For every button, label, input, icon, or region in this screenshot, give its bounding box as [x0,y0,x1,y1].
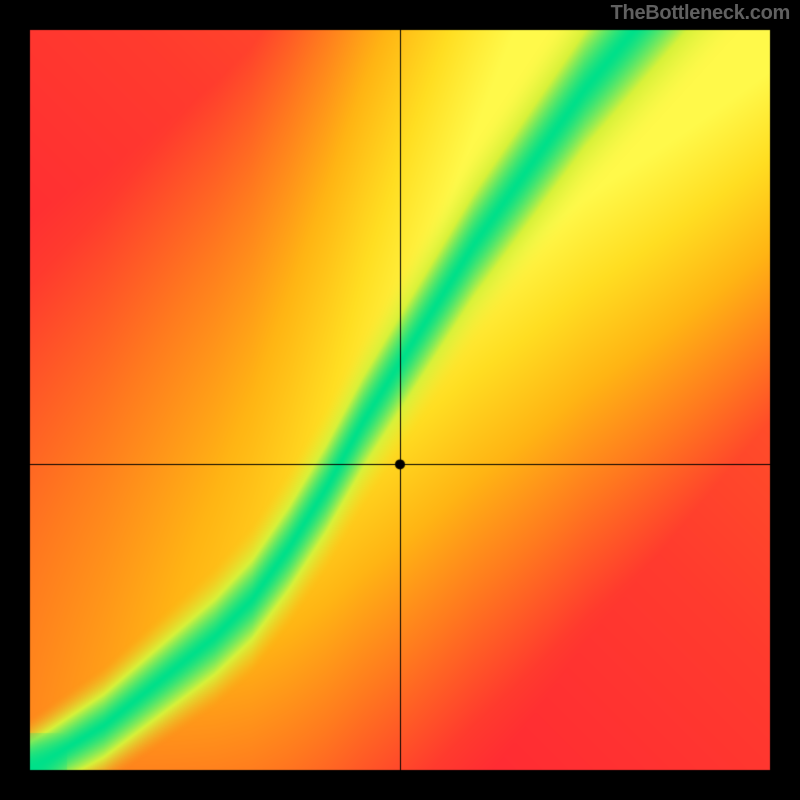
bottleneck-heatmap [0,0,800,800]
chart-container: TheBottleneck.com [0,0,800,800]
watermark-text: TheBottleneck.com [611,2,790,25]
